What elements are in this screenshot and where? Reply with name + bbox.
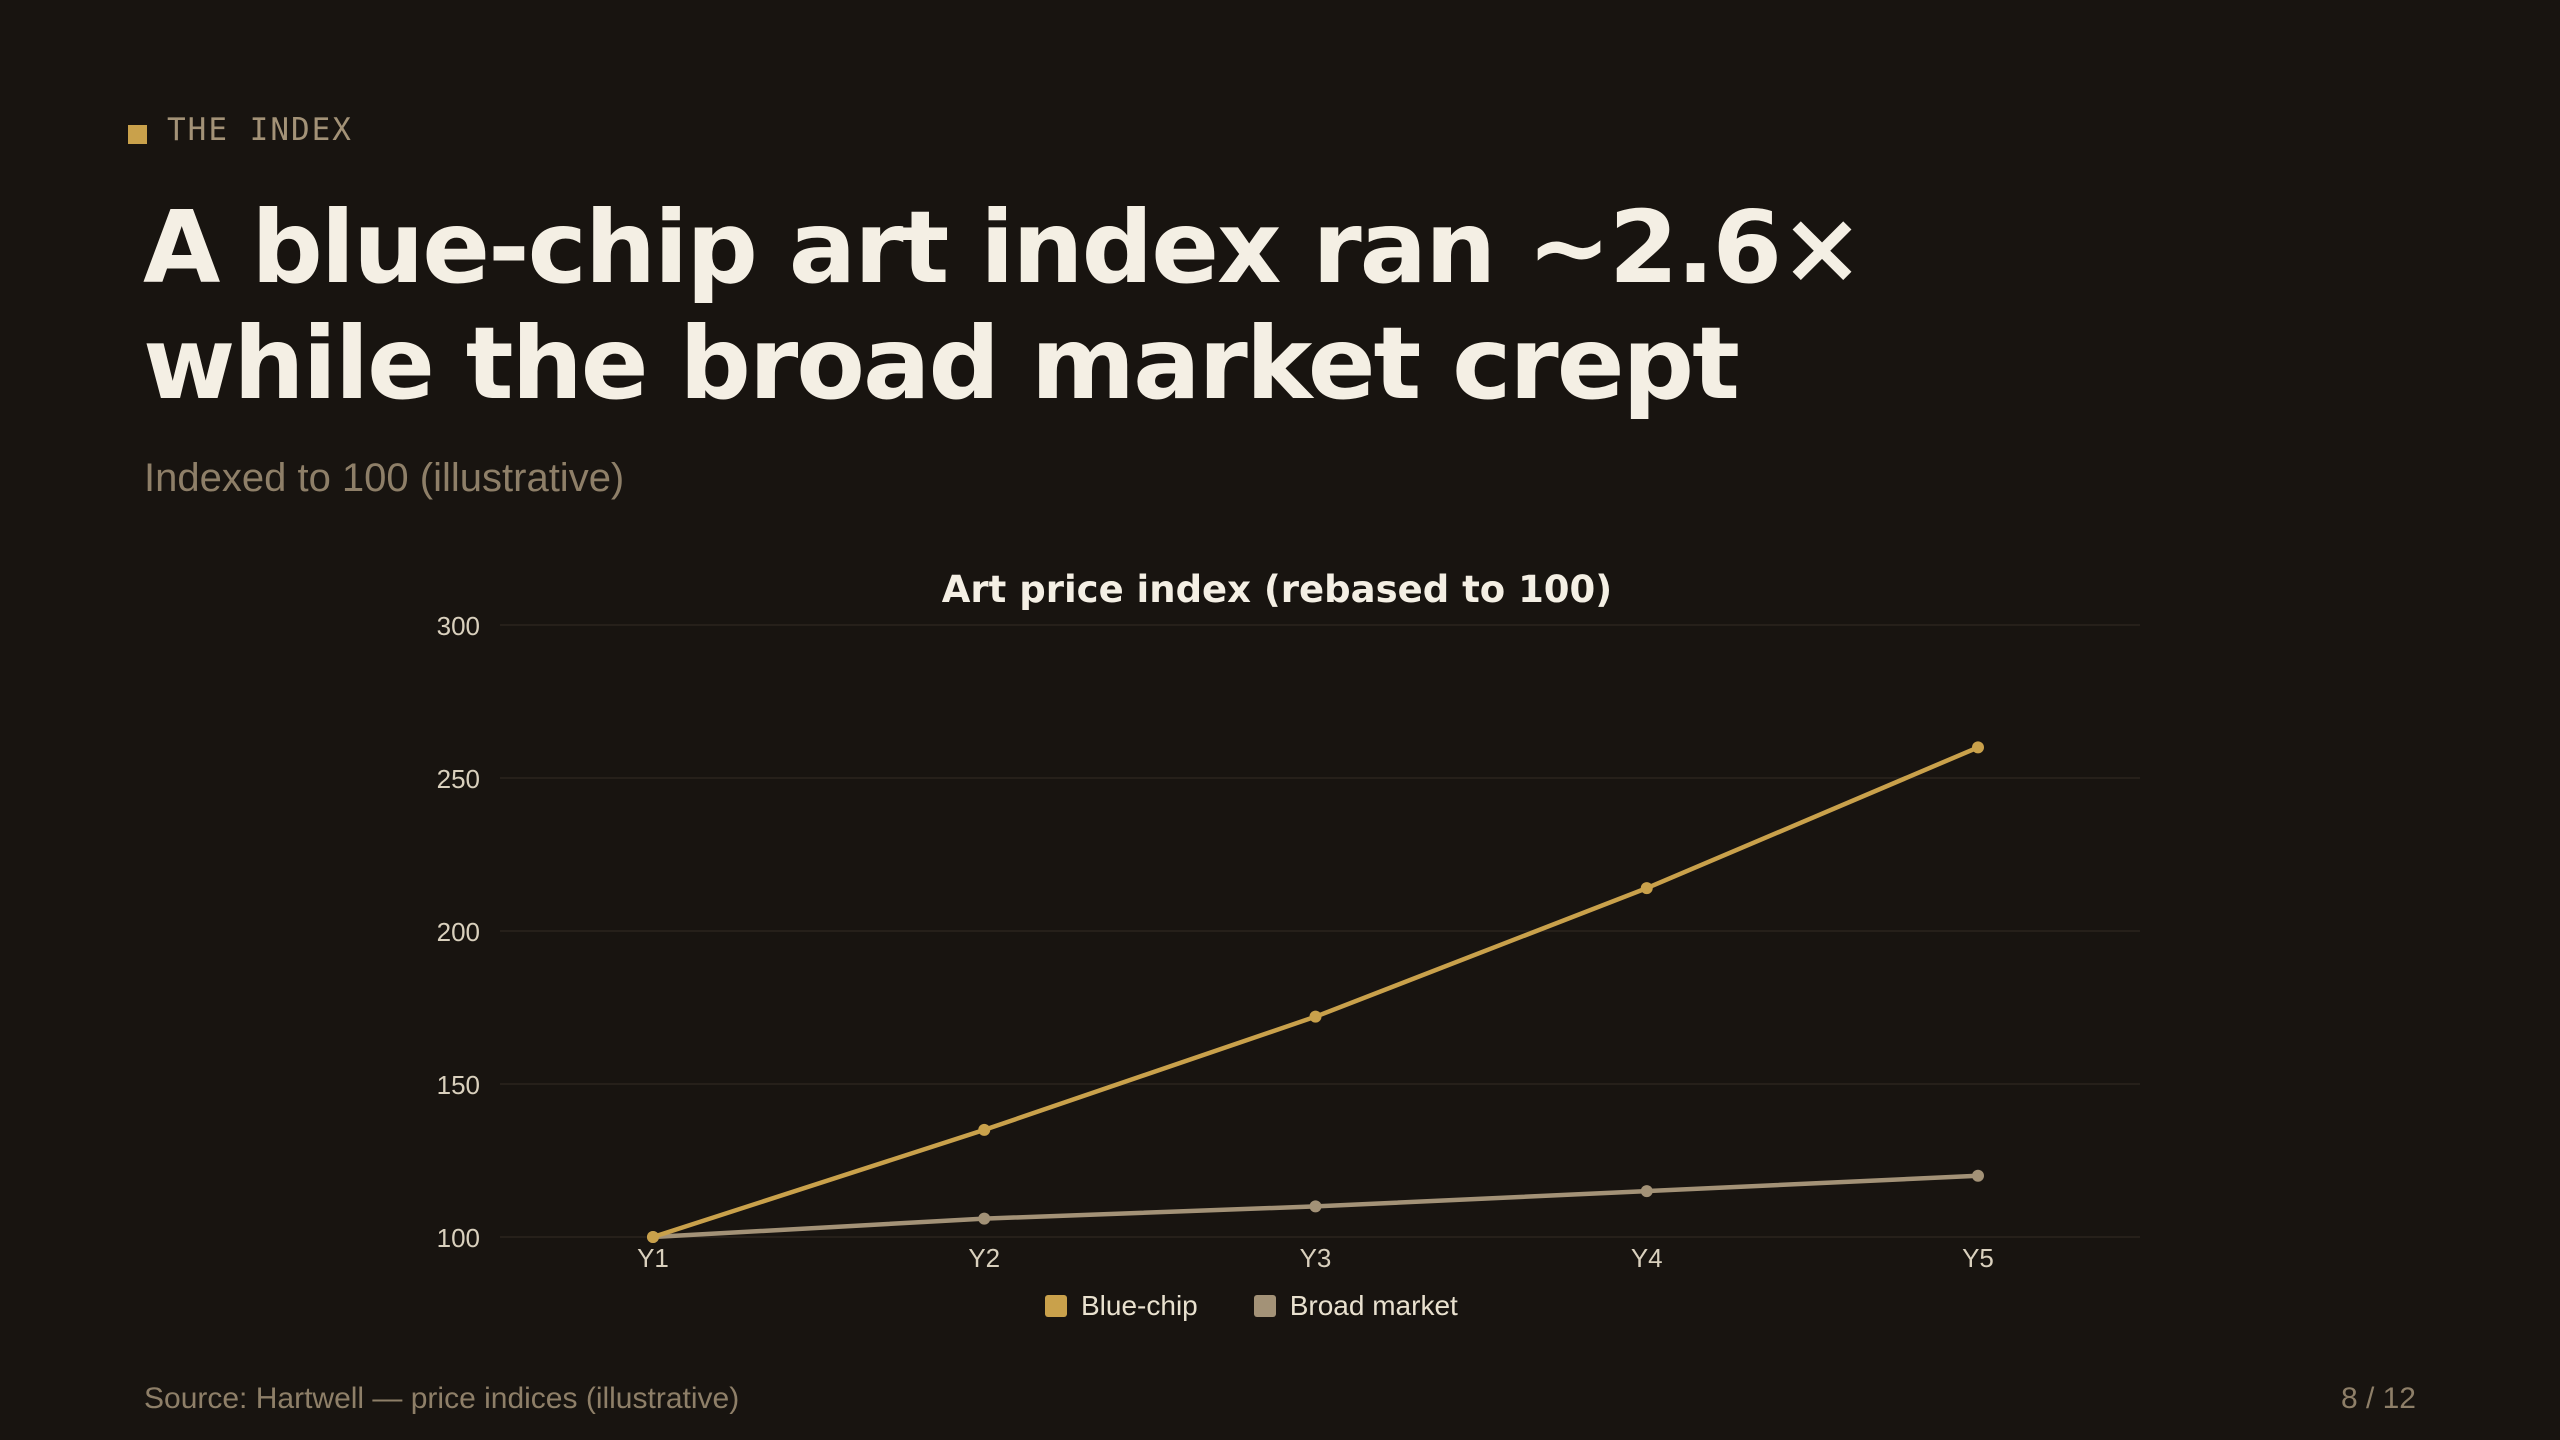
headline: A blue-chip art index ran ~2.6× while th… [143, 189, 1864, 422]
data-point [1972, 741, 1984, 754]
legend-swatch [1253, 1295, 1276, 1317]
legend-item: Broad market [1253, 1290, 1458, 1322]
series [647, 741, 1984, 1243]
series-line [650, 745, 1981, 1240]
legend-item: Blue-chip [1045, 1290, 1198, 1322]
subtitle: Indexed to 100 (illustrative) [144, 456, 625, 500]
y-tick-label: 300 [437, 611, 480, 641]
y-tick-label: 250 [437, 764, 480, 794]
legend: Blue-chip Broad market [1045, 1290, 1458, 1322]
y-tick-label: 200 [437, 917, 480, 947]
eyebrow-label: THE INDEX [167, 112, 353, 148]
data-point [647, 1231, 659, 1243]
legend-swatch [1045, 1295, 1067, 1317]
data-point [1972, 1169, 1984, 1182]
source-note: Source: Hartwell — price indices (illust… [144, 1382, 740, 1415]
data-point [1309, 1010, 1322, 1023]
series-blue-chip [647, 741, 1984, 1243]
data-point [1309, 1200, 1322, 1213]
chart-title: Art price index (rebased to 100) [942, 568, 1612, 611]
legend-label: Broad market [1289, 1290, 1458, 1321]
legend-label: Blue-chip [1081, 1290, 1198, 1321]
x-tick-label: Y3 [1300, 1243, 1332, 1273]
series-broad-market [647, 1169, 1984, 1243]
x-tick-label: Y2 [968, 1243, 1000, 1273]
data-point [978, 1212, 991, 1225]
square-bullet-icon [128, 124, 147, 144]
eyebrow: THE INDEX [128, 112, 353, 148]
x-tick-label: Y4 [1631, 1243, 1663, 1273]
y-tick-label: 100 [437, 1223, 480, 1253]
data-point [978, 1123, 991, 1136]
data-point [1640, 1185, 1653, 1198]
data-point [1640, 882, 1653, 895]
y-tick-label: 150 [437, 1070, 480, 1100]
x-axis-ticks: Y1 Y2 Y3 Y4 Y5 [637, 1243, 1994, 1273]
grid [500, 624, 2140, 1238]
y-axis-ticks: 100 150 200 250 300 [437, 611, 480, 1253]
page-number: 8 / 12 [2340, 1382, 2416, 1415]
x-tick-label: Y5 [1962, 1243, 1994, 1273]
x-tick-label: Y1 [637, 1243, 669, 1273]
